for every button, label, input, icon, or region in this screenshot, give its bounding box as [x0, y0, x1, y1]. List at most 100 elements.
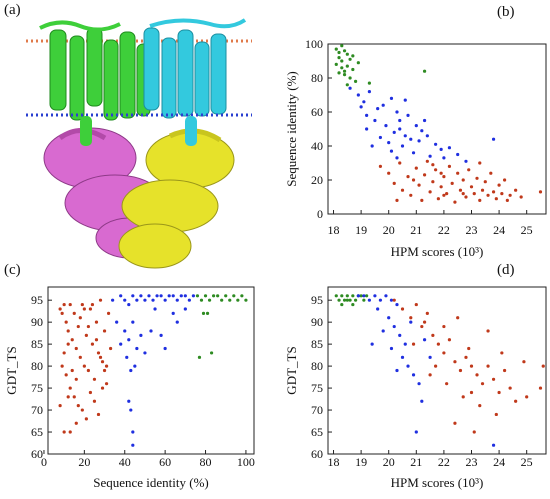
- y-tick-label: 90: [31, 315, 43, 329]
- data-point: [76, 324, 80, 329]
- data-point: [409, 193, 413, 197]
- data-point: [491, 137, 496, 141]
- data-point: [232, 294, 236, 298]
- data-point: [209, 351, 214, 355]
- data-point: [102, 329, 107, 333]
- data-point: [403, 98, 407, 102]
- y-tick-label: 70: [31, 403, 43, 417]
- data-point: [378, 298, 383, 302]
- data-point: [395, 156, 399, 160]
- data-point: [58, 307, 62, 311]
- x-tick-label: 19: [355, 223, 367, 237]
- transmembrane-helices-green: [39, 20, 151, 121]
- data-point: [428, 355, 432, 359]
- y-tick-label: 60: [31, 447, 43, 461]
- data-point: [365, 127, 369, 131]
- data-point: [127, 399, 131, 403]
- data-point: [68, 302, 72, 307]
- data-point: [522, 360, 526, 364]
- data-point: [123, 298, 127, 302]
- data-point: [395, 110, 399, 114]
- data-point: [538, 386, 543, 390]
- data-point: [491, 190, 496, 194]
- nucleotide-binding-domain-yellow: [118, 128, 235, 269]
- data-point: [389, 298, 394, 302]
- data-point: [351, 294, 355, 298]
- data-point: [422, 118, 427, 123]
- data-point: [340, 294, 344, 298]
- data-point: [345, 294, 349, 298]
- data-point: [362, 100, 366, 104]
- data-point: [340, 66, 344, 70]
- data-point: [505, 198, 509, 202]
- data-point: [525, 395, 529, 399]
- data-point: [337, 56, 341, 60]
- y-tick-label: 70: [311, 403, 323, 417]
- data-point: [135, 346, 139, 351]
- data-point: [179, 294, 183, 298]
- data-point: [395, 368, 399, 373]
- protein-structure-illustration: [26, 18, 252, 269]
- series-blue: [111, 294, 196, 447]
- data-point: [497, 183, 501, 187]
- data-point: [131, 294, 135, 298]
- data-point: [395, 198, 399, 202]
- data-point: [478, 198, 482, 202]
- data-point: [337, 71, 341, 75]
- data-point: [149, 329, 153, 333]
- x-tick-label: 18: [328, 223, 340, 237]
- data-point: [240, 294, 244, 298]
- plot-frame: [47, 286, 255, 455]
- data-point: [489, 171, 493, 175]
- data-point: [400, 144, 405, 148]
- chart-c-axes: 0 20 40 60 80 100 60 65 70 75 80 85 90 95: [31, 286, 255, 469]
- data-point: [337, 298, 341, 302]
- data-point: [384, 124, 388, 128]
- data-point: [104, 382, 109, 386]
- data-point: [171, 294, 175, 298]
- data-point: [183, 307, 187, 311]
- data-point: [203, 294, 208, 298]
- panel-label-d: (d): [497, 262, 515, 278]
- x-axis-title: Sequence identity (%): [93, 475, 209, 490]
- data-point: [519, 195, 523, 199]
- data-point: [86, 368, 90, 373]
- data-point: [353, 79, 358, 83]
- data-point: [74, 421, 78, 425]
- data-point: [428, 154, 432, 158]
- data-point: [469, 390, 474, 395]
- data-point: [62, 430, 66, 434]
- y-tick-label: 60: [311, 105, 323, 119]
- data-point: [494, 412, 498, 417]
- x-axis-title: HPM scores (10³): [391, 244, 484, 259]
- data-point: [370, 144, 374, 148]
- data-point: [456, 171, 460, 175]
- data-point: [365, 294, 369, 298]
- data-point: [60, 364, 64, 368]
- data-point: [175, 298, 179, 302]
- data-point: [420, 198, 424, 202]
- data-point: [431, 333, 435, 337]
- y-tick-label: 85: [31, 337, 43, 351]
- data-point: [480, 382, 485, 386]
- data-point: [212, 294, 216, 298]
- data-point: [497, 390, 501, 395]
- data-point: [175, 320, 179, 324]
- data-point: [439, 171, 443, 175]
- data-point: [439, 147, 443, 151]
- y-tick-label: 75: [31, 381, 43, 395]
- chart-d-axes: 18 19 20 21 22 23 24 25 60 65 70 75 80 85 90 95: [311, 286, 547, 469]
- data-point: [409, 137, 413, 141]
- data-point: [345, 64, 349, 68]
- data-point: [398, 333, 402, 337]
- x-tick-label: 21: [410, 223, 422, 237]
- data-point: [365, 113, 369, 117]
- data-point: [109, 346, 113, 351]
- data-point: [70, 368, 74, 373]
- data-point: [236, 298, 240, 302]
- data-point: [400, 307, 405, 311]
- data-point: [115, 320, 119, 324]
- data-point: [406, 175, 410, 179]
- data-point: [411, 178, 416, 182]
- y-tick-label: 75: [311, 381, 323, 395]
